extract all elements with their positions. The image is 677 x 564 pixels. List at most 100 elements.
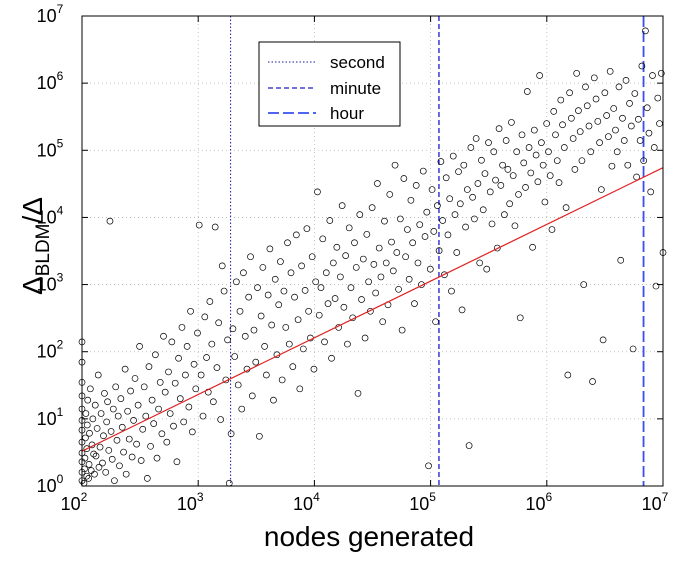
data-point <box>539 161 547 169</box>
data-point <box>240 269 247 277</box>
data-point <box>284 239 291 247</box>
data-point <box>333 243 341 251</box>
data-point <box>513 148 521 156</box>
data-point <box>113 436 121 444</box>
data-point <box>620 137 628 144</box>
y-tick-label: 103 <box>37 271 64 295</box>
data-point <box>368 204 376 211</box>
y-tick-label: 104 <box>37 203 64 227</box>
data-point <box>654 94 662 102</box>
data-point <box>148 396 156 404</box>
data-point <box>460 161 468 169</box>
data-point <box>99 459 106 467</box>
data-point <box>469 193 476 201</box>
data-point <box>582 83 589 91</box>
data-point <box>96 443 104 451</box>
data-point <box>268 321 276 329</box>
data-point <box>354 389 362 397</box>
data-point <box>280 287 288 295</box>
data-point <box>81 465 88 473</box>
data-point <box>329 259 337 267</box>
data-point <box>92 452 100 460</box>
data-point <box>435 247 443 255</box>
data-point <box>423 208 431 216</box>
data-point <box>171 379 179 387</box>
data-point <box>161 388 169 396</box>
data-point <box>312 278 320 286</box>
data-point <box>578 157 586 165</box>
data-point <box>270 396 277 404</box>
data-point <box>263 371 270 379</box>
data-point <box>430 228 438 235</box>
data-point <box>501 211 508 218</box>
data-point <box>158 430 166 438</box>
data-point <box>250 326 258 334</box>
data-point <box>467 144 475 151</box>
data-point <box>560 144 568 151</box>
data-point <box>411 300 418 307</box>
y-tick-label: 102 <box>37 338 64 362</box>
data-point <box>90 450 98 458</box>
data-point <box>97 410 105 417</box>
x-tick-label: 104 <box>293 490 320 514</box>
data-point <box>168 338 176 346</box>
data-point <box>458 306 466 314</box>
data-point <box>266 245 274 253</box>
data-point <box>594 117 602 125</box>
data-point <box>601 89 609 97</box>
data-point <box>446 195 454 203</box>
data-point <box>197 371 205 379</box>
data-point <box>188 428 196 436</box>
data-point <box>645 129 653 137</box>
y-axis-title: ΔBLDM/Δ <box>17 197 54 295</box>
data-point <box>548 226 556 233</box>
data-point <box>552 131 559 139</box>
data-point <box>414 259 422 267</box>
y-tick-label: 106 <box>37 69 64 93</box>
data-point <box>91 470 98 478</box>
data-point <box>109 405 117 413</box>
data-point <box>234 381 242 389</box>
legend-box <box>258 41 401 127</box>
data-point <box>412 182 420 189</box>
data-point <box>515 191 522 198</box>
data-point <box>545 148 552 156</box>
data-point <box>617 256 625 264</box>
data-point <box>248 392 256 400</box>
data-point <box>409 239 417 247</box>
data-point <box>278 376 286 384</box>
data-point <box>277 258 284 265</box>
data-point <box>315 311 323 319</box>
data-point <box>87 467 95 474</box>
data-point <box>419 167 427 175</box>
data-point <box>516 314 524 322</box>
y-tick-label: 107 <box>37 2 64 26</box>
data-point <box>471 215 478 223</box>
data-point <box>117 395 125 402</box>
data-point <box>303 225 311 233</box>
y-axis-title-sub: BLDM <box>33 223 54 276</box>
data-point <box>478 156 485 164</box>
fit-line-segment <box>81 167 664 452</box>
data-point <box>550 108 558 115</box>
data-point <box>569 135 577 142</box>
data-point <box>643 104 651 112</box>
data-point <box>247 253 254 261</box>
data-point <box>180 418 188 426</box>
data-point <box>439 217 447 224</box>
data-point <box>386 191 394 198</box>
data-point <box>599 336 607 344</box>
data-point <box>275 301 283 309</box>
data-point <box>345 224 353 232</box>
y-axis-title-main: Δ <box>17 276 48 295</box>
data-point <box>156 378 164 386</box>
data-point <box>140 383 148 391</box>
data-point <box>319 235 327 243</box>
data-point <box>145 363 153 370</box>
data-point <box>629 345 637 353</box>
data-point <box>476 259 484 267</box>
data-point <box>606 67 614 75</box>
data-point <box>566 89 573 97</box>
data-point <box>502 137 510 144</box>
